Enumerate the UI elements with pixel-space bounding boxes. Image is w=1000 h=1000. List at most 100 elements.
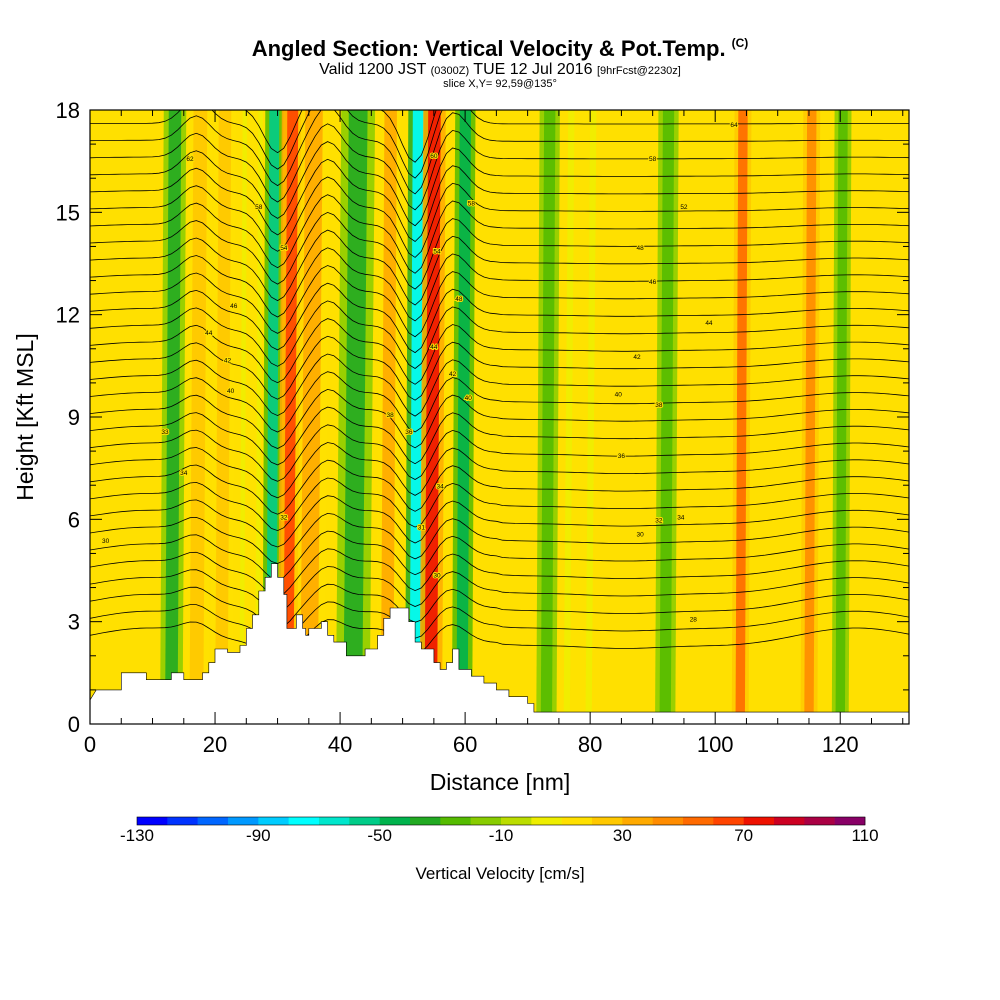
- axis-ticks: [89, 109, 909, 725]
- contour-label: 36: [405, 429, 413, 436]
- velocity-band: [735, 110, 748, 724]
- isentrope: [90, 406, 909, 466]
- colorbar-swatch: [440, 817, 471, 825]
- isentrope: [90, 335, 909, 401]
- isentrope: [90, 158, 909, 243]
- colorbar-swatch: [531, 817, 562, 825]
- isentrope: [90, 110, 909, 179]
- chart-title: Angled Section: Vertical Velocity & Pot.…: [0, 36, 1000, 62]
- isentrope: [90, 229, 909, 306]
- y-tick-label: 12: [56, 303, 80, 328]
- valid-zulu: (0300Z): [430, 65, 470, 77]
- x-tick-label: 20: [203, 732, 227, 757]
- contour-label: 64: [730, 122, 738, 129]
- isentrope: [90, 566, 909, 614]
- contour-label: 54: [280, 245, 288, 252]
- x-axis-label: Distance [nm]: [430, 769, 571, 795]
- contour-label: 31: [418, 525, 426, 532]
- colorbar-tick-label: 70: [734, 826, 754, 845]
- contour-label: 46: [649, 279, 657, 286]
- colorbar-swatch: [349, 817, 380, 825]
- copyright-mark: (C): [731, 36, 749, 50]
- colorbar-swatch: [774, 817, 805, 825]
- contour-label: 34: [180, 470, 188, 477]
- colorbar-swatch: [652, 817, 684, 825]
- isentrope: [90, 247, 909, 322]
- isentrope: [90, 619, 909, 663]
- contour-label: 40: [615, 392, 623, 399]
- y-tick-label: 15: [56, 200, 80, 225]
- velocity-band: [165, 110, 182, 724]
- y-tick-label: 18: [56, 98, 80, 123]
- colorbar-swatch: [622, 817, 653, 825]
- isentrope: [90, 282, 909, 354]
- colorbar: [136, 816, 866, 826]
- valid-date: TUE 12 Jul 2016: [473, 61, 593, 78]
- isentrope: [90, 211, 909, 290]
- velocity-band: [215, 110, 232, 724]
- y-tick-label: 0: [68, 712, 80, 737]
- contour-label: 30: [102, 538, 110, 545]
- colorbar-swatch: [137, 817, 168, 825]
- colorbar-swatch: [713, 817, 744, 825]
- contour-label: 60: [430, 153, 438, 160]
- isentrope: [90, 512, 909, 564]
- isentrope: [90, 459, 909, 515]
- contour-label: 58: [468, 201, 476, 208]
- contour-label: 40: [465, 395, 473, 402]
- y-axis-label: Height [Kft MSL]: [12, 333, 38, 500]
- colorbar-swatch: [379, 817, 411, 825]
- contour-label: 40: [227, 388, 235, 395]
- colorbar-swatch: [743, 817, 775, 825]
- contour-label: 62: [186, 156, 194, 163]
- contour-label: 48: [455, 296, 463, 303]
- y-tick-label: 6: [68, 507, 80, 532]
- velocity-band: [804, 110, 817, 724]
- x-tick-label: 100: [697, 732, 734, 757]
- x-tick-label: 60: [453, 732, 477, 757]
- contour-label: 42: [633, 354, 641, 361]
- colorbar-swatch: [592, 817, 623, 825]
- colorbar-tick-label: -90: [246, 826, 271, 845]
- contour-label: 34: [436, 484, 444, 491]
- contour-label: 33: [161, 429, 169, 436]
- isentrope: [90, 194, 909, 274]
- isentrope: [90, 495, 909, 548]
- velocity-band: [835, 110, 848, 724]
- contour-label: 46: [230, 303, 238, 310]
- chart-title-text: Angled Section: Vertical Velocity & Pot.…: [251, 36, 726, 61]
- contour-label: 58: [255, 204, 263, 211]
- isentrope: [90, 424, 909, 482]
- isentrope: [90, 353, 909, 417]
- velocity-band: [540, 110, 556, 724]
- isentrope: [90, 388, 909, 449]
- contour-label: 44: [705, 320, 713, 327]
- isentrope: [90, 601, 909, 647]
- contour-label: 42: [449, 371, 457, 378]
- isentrope: [90, 318, 909, 385]
- terrain: [89, 563, 910, 725]
- x-tick-label: 120: [822, 732, 859, 757]
- contour-label: 44: [430, 344, 438, 351]
- isentrope: [90, 265, 909, 338]
- isentrope: [90, 583, 909, 630]
- colorbar-swatch: [410, 817, 441, 825]
- colorbar-swatch: [258, 817, 289, 825]
- isentrope: [90, 548, 909, 597]
- x-tick-label: 40: [328, 732, 352, 757]
- valid-time-line: Valid 1200 JST (0300Z) TUE 12 Jul 2016 […: [0, 61, 1000, 79]
- colorbar-swatch: [834, 817, 866, 825]
- isentrope: [90, 110, 909, 195]
- contour-label: 52: [680, 204, 688, 211]
- colorbar-swatch: [470, 817, 502, 825]
- velocity-band: [343, 110, 368, 724]
- colorbar-swatch: [561, 817, 593, 825]
- slice-info: slice X,Y= 92,59@135°: [443, 78, 557, 90]
- contour-label: 36: [618, 453, 626, 460]
- y-tick-label: 3: [68, 610, 80, 635]
- colorbar-tick-label: 110: [851, 826, 879, 845]
- velocity-band: [424, 110, 441, 724]
- contour-label: 54: [433, 248, 441, 255]
- y-tick-label: 9: [68, 405, 80, 430]
